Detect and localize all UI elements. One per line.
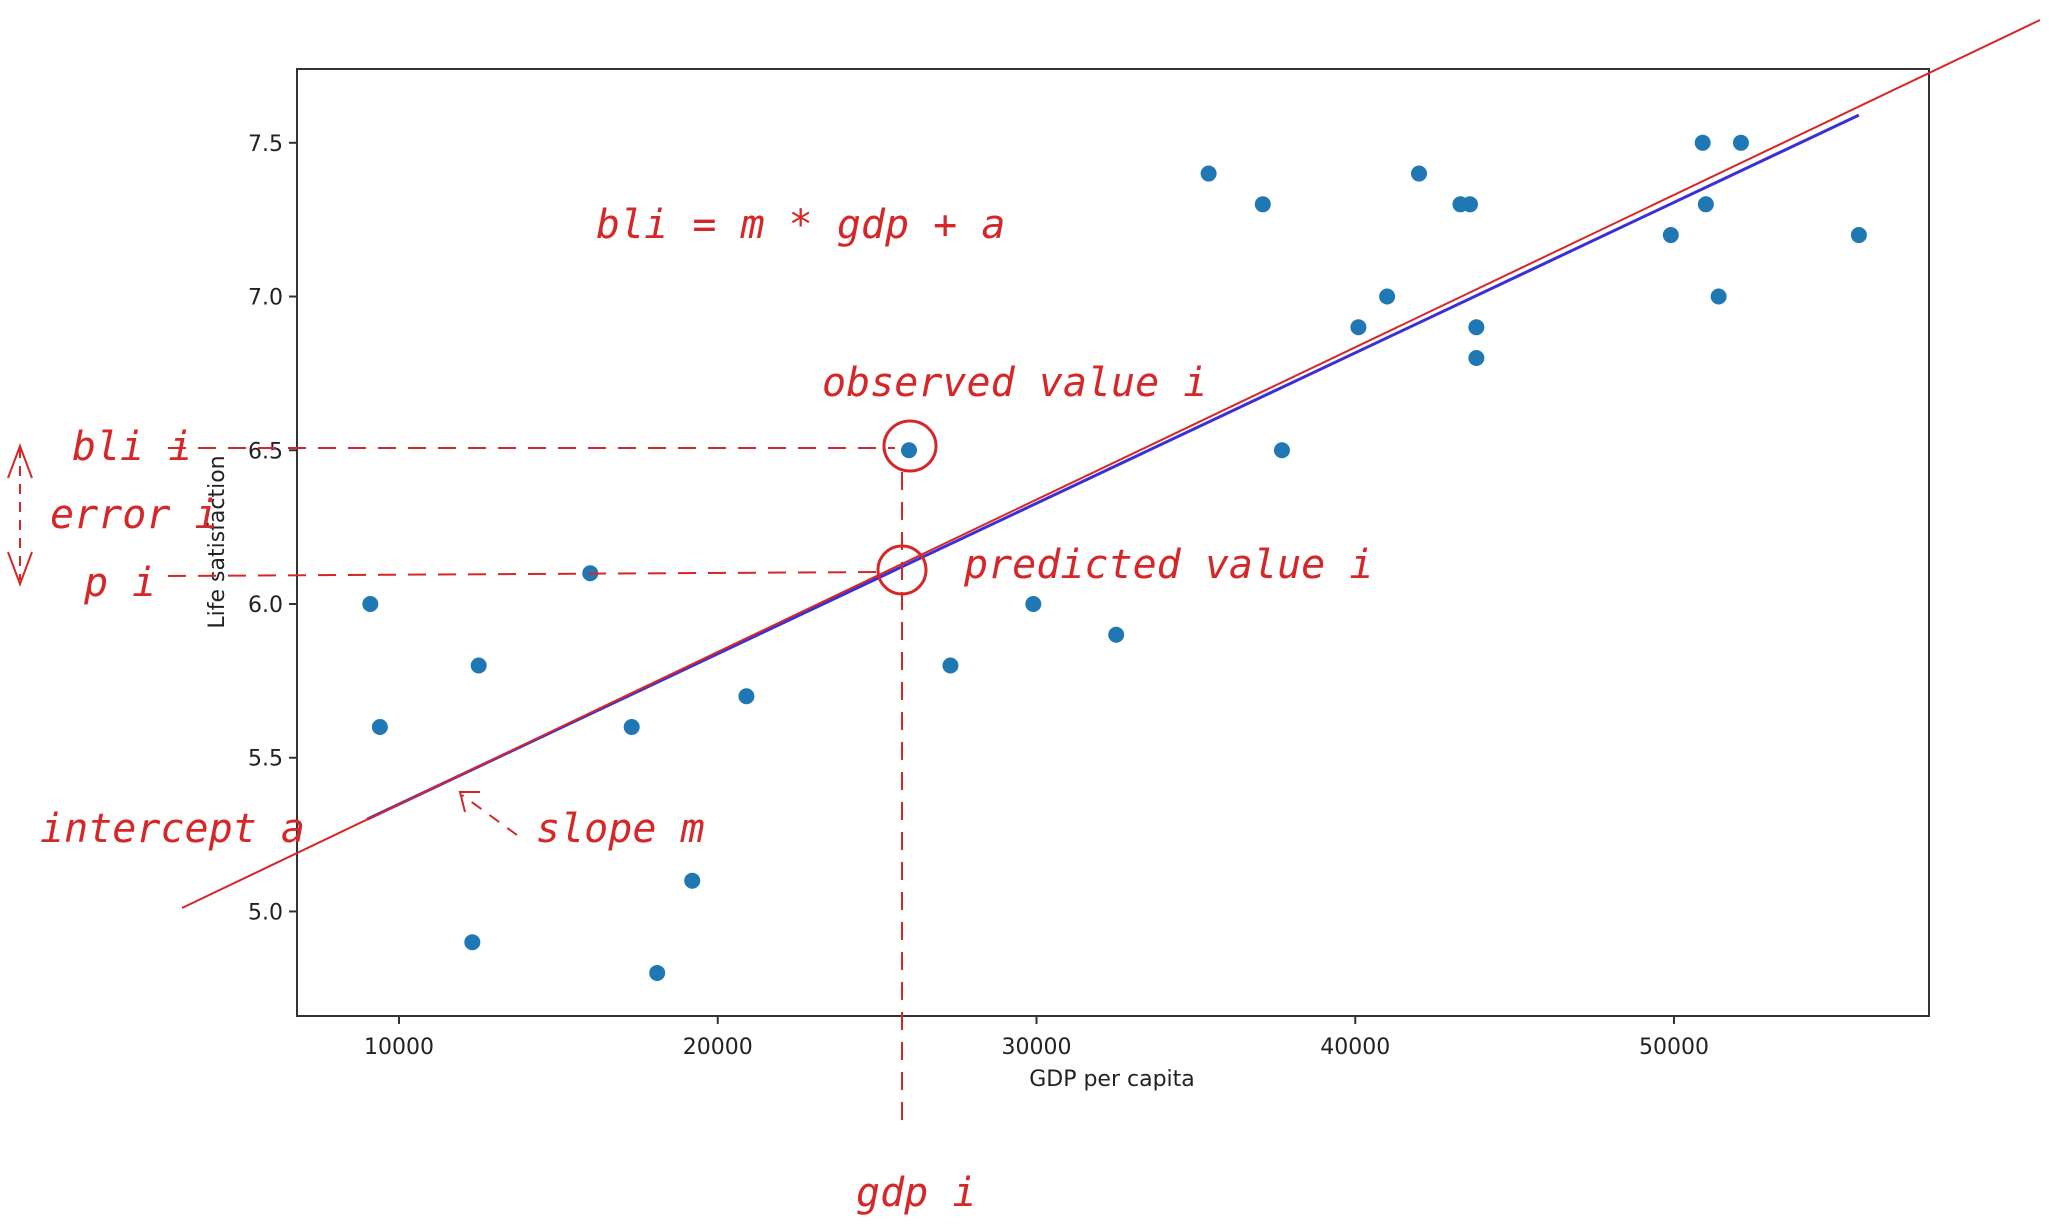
data-point bbox=[1697, 196, 1714, 213]
data-point bbox=[1850, 227, 1867, 244]
data-point bbox=[371, 718, 388, 735]
equation-label: bli = m * gdp + a bbox=[596, 202, 1005, 248]
data-point bbox=[901, 442, 917, 459]
y-tick-label: 6.0 bbox=[248, 593, 283, 618]
bli-i-label: bli i bbox=[72, 424, 192, 470]
data-point bbox=[738, 688, 755, 705]
y-tick-label: 7.0 bbox=[248, 286, 283, 311]
data-points bbox=[362, 134, 1867, 981]
data-point bbox=[623, 718, 640, 735]
y-axis-label: Life satisfaction bbox=[205, 455, 230, 628]
x-tick-label: 20000 bbox=[683, 1035, 753, 1060]
data-point bbox=[1254, 196, 1271, 213]
x-tick-label: 10000 bbox=[364, 1035, 434, 1060]
x-axis-ticks: 10000 20000 30000 40000 50000 bbox=[364, 1016, 1709, 1060]
annotation-labels: bli = m * gdp + a observed value i predi… bbox=[40, 202, 1373, 1216]
data-point bbox=[362, 595, 379, 612]
observed-value-label: observed value i bbox=[822, 360, 1207, 406]
data-point bbox=[1411, 165, 1427, 182]
slope-arrow-head bbox=[458, 791, 480, 813]
data-point bbox=[684, 872, 701, 889]
x-tick-label: 50000 bbox=[1639, 1035, 1709, 1060]
data-point bbox=[1350, 319, 1367, 336]
p-i-label: p i bbox=[83, 560, 156, 606]
regression-fit-line bbox=[366, 113, 1860, 821]
data-point bbox=[1200, 165, 1217, 182]
data-point bbox=[1468, 350, 1485, 367]
slope-label: slope m bbox=[536, 806, 705, 852]
red-regression-line bbox=[181, 19, 2041, 909]
predicted-dashed-line bbox=[167, 571, 885, 577]
data-point bbox=[1732, 134, 1749, 151]
x-tick-label: 40000 bbox=[1320, 1035, 1390, 1060]
data-point bbox=[1379, 288, 1396, 305]
predicted-circle bbox=[876, 544, 928, 596]
error-i-label: error i bbox=[50, 492, 219, 538]
annotations-layer bbox=[7, 19, 2041, 1125]
gdp-i-label: gdp i bbox=[856, 1170, 976, 1216]
data-point bbox=[1694, 134, 1711, 151]
data-point bbox=[464, 934, 481, 951]
data-point bbox=[649, 964, 666, 981]
data-point bbox=[1662, 227, 1679, 244]
y-tick-label: 7.5 bbox=[248, 132, 283, 157]
data-point bbox=[1710, 288, 1727, 305]
y-tick-label: 5.0 bbox=[248, 900, 283, 925]
data-point bbox=[1025, 595, 1042, 612]
observed-circle bbox=[882, 419, 938, 473]
y-tick-label: 5.5 bbox=[248, 747, 283, 772]
data-point bbox=[1108, 626, 1125, 643]
intercept-label: intercept a bbox=[40, 806, 305, 852]
error-arrow-head-bottom bbox=[7, 551, 33, 587]
y-axis-ticks: 5.0 5.5 6.0 6.5 7.0 7.5 bbox=[248, 132, 297, 925]
data-point bbox=[1462, 196, 1478, 213]
data-point bbox=[942, 657, 959, 674]
x-axis-label: GDP per capita bbox=[1029, 1067, 1195, 1092]
error-arrow-head-top bbox=[7, 443, 33, 479]
x-tick-label: 30000 bbox=[1002, 1035, 1072, 1060]
data-point bbox=[470, 657, 487, 674]
data-point bbox=[1468, 319, 1485, 336]
plot-frame bbox=[296, 68, 1930, 1017]
data-point bbox=[1273, 442, 1290, 459]
y-tick-label: 6.5 bbox=[248, 439, 283, 464]
slope-arrow-line bbox=[461, 794, 518, 836]
predicted-value-label: predicted value i bbox=[963, 542, 1373, 588]
